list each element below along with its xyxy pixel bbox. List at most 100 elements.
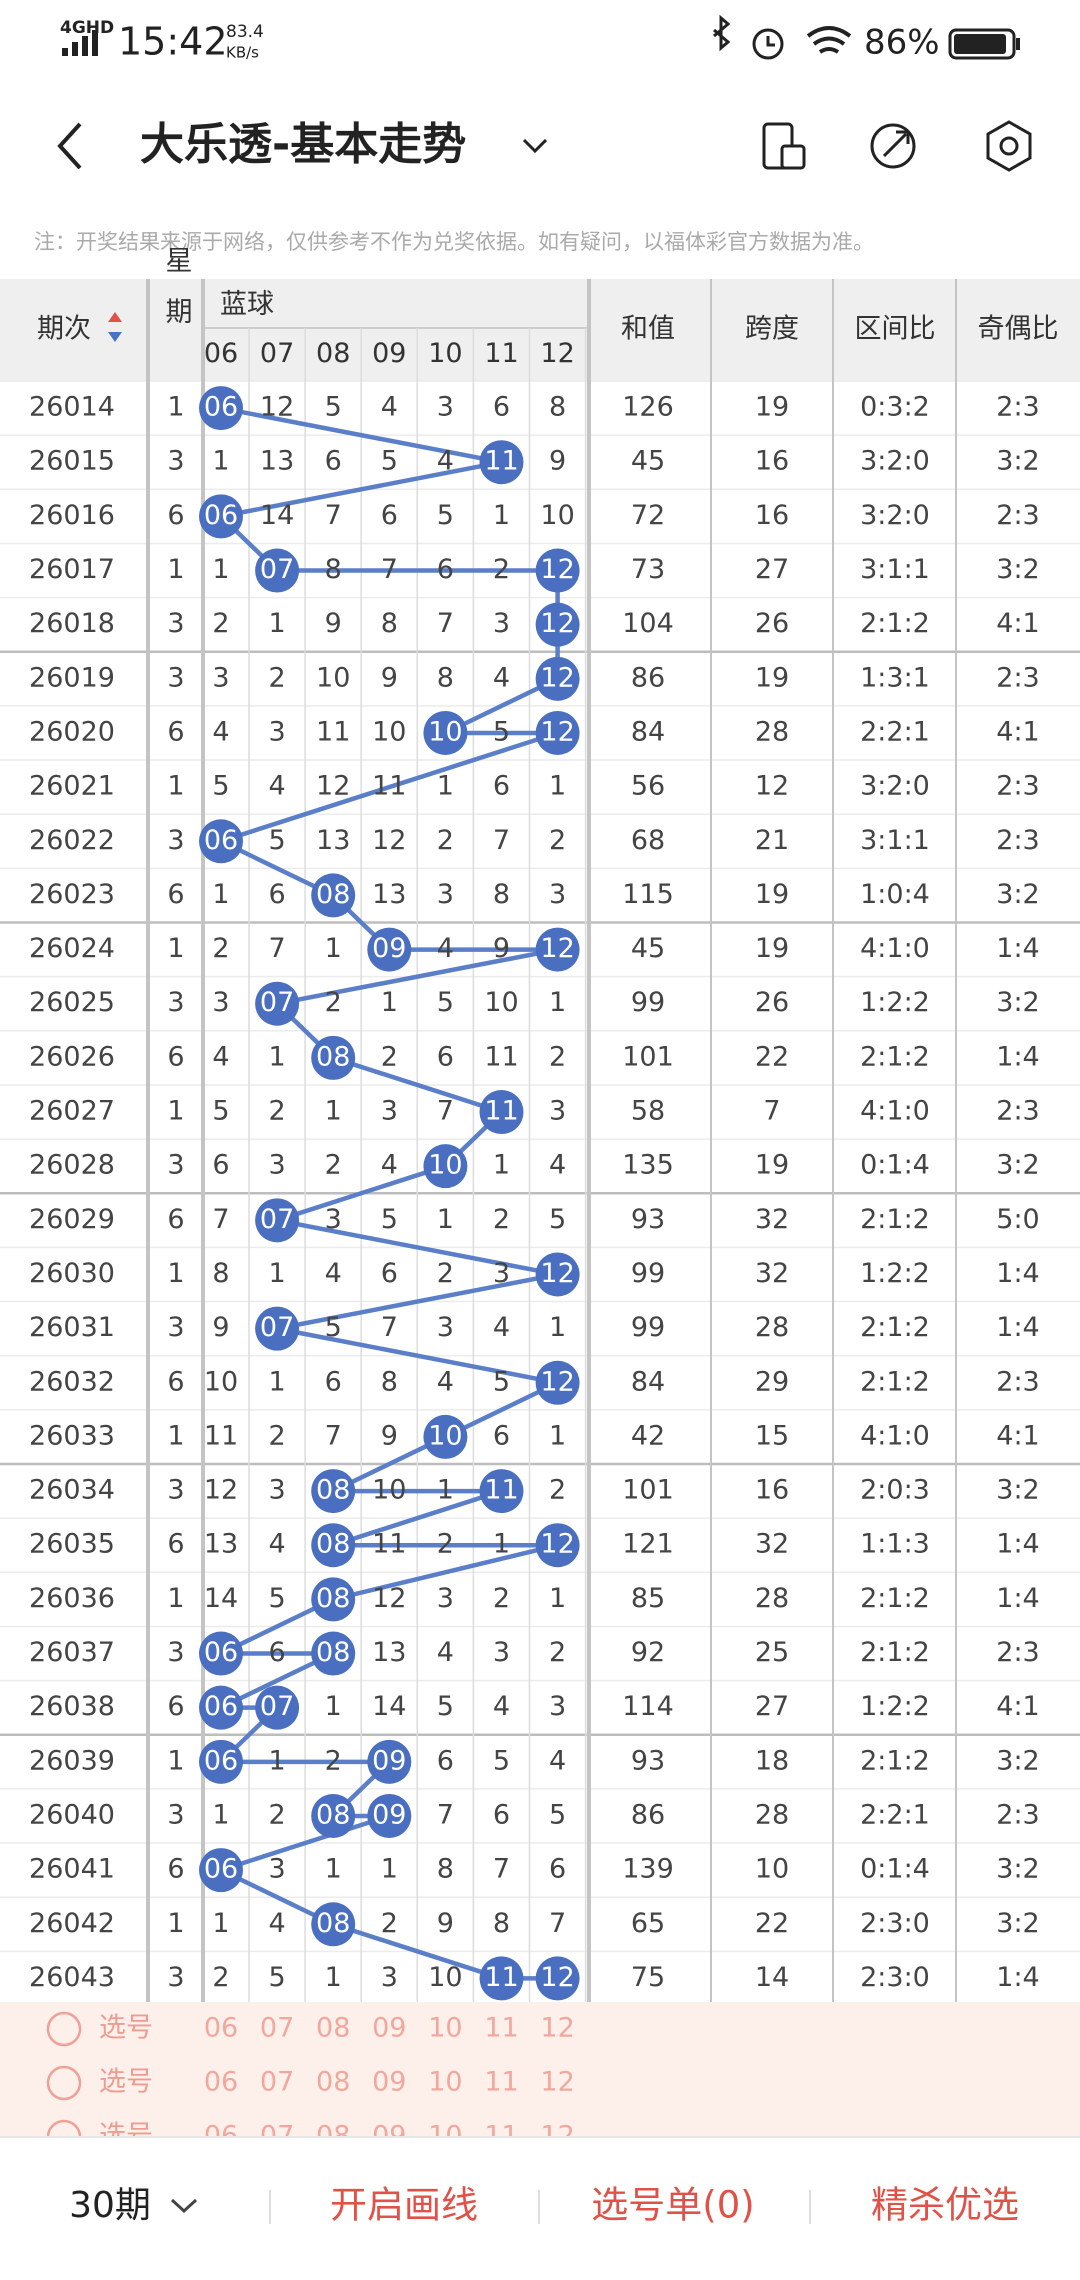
title-dropdown[interactable] — [522, 138, 548, 154]
miss-count: 6 — [325, 446, 342, 477]
sum-value: 68 — [631, 825, 665, 856]
blue-ball-number: 08 — [316, 1583, 350, 1614]
weekday: 1 — [167, 933, 184, 964]
select-number[interactable]: 12 — [540, 2067, 574, 2098]
radio-button[interactable] — [46, 2011, 82, 2047]
miss-count: 3 — [493, 608, 510, 639]
select-number[interactable]: 06 — [204, 2067, 238, 2098]
issue-number: 26018 — [29, 608, 115, 639]
miss-count: 13 — [204, 1529, 238, 1560]
select-number[interactable]: 07 — [260, 2013, 294, 2044]
miss-count: 5 — [493, 1366, 510, 1397]
blue-ball — [311, 873, 356, 918]
select-number[interactable]: 11 — [484, 2067, 518, 2098]
miss-count: 11 — [372, 771, 406, 802]
odd-even-value: 1:4 — [996, 1583, 1039, 1614]
miss-count: 12 — [204, 1475, 238, 1506]
odd-even-value: 5:0 — [996, 1204, 1039, 1235]
issue-number: 26042 — [29, 1908, 115, 1939]
period-selector[interactable]: 30期 — [69, 2185, 151, 2226]
blue-ball-number: 09 — [372, 933, 406, 964]
span-value: 19 — [755, 879, 789, 910]
odd-even-value: 3:2 — [996, 1475, 1039, 1506]
blue-ball — [479, 440, 524, 485]
blue-ball — [255, 1306, 300, 1351]
sum-value: 93 — [631, 1204, 665, 1235]
select-number[interactable]: 08 — [316, 2121, 350, 2152]
sum-value: 65 — [631, 1908, 665, 1939]
miss-count: 11 — [484, 1041, 518, 1072]
miss-count: 1 — [269, 1745, 286, 1776]
draw-lines-button[interactable]: 开启画线 — [330, 2184, 478, 2227]
span-value: 18 — [755, 1745, 789, 1776]
blue-ball-number: 10 — [428, 1150, 462, 1181]
select-number[interactable]: 09 — [372, 2013, 406, 2044]
odd-even-value: 4:1 — [996, 608, 1039, 639]
issue-number: 26014 — [29, 392, 115, 423]
select-number[interactable]: 08 — [316, 2013, 350, 2044]
miss-count: 7 — [381, 554, 398, 585]
miss-count: 1 — [437, 1204, 454, 1235]
select-number[interactable]: 06 — [204, 2121, 238, 2152]
device-button[interactable] — [762, 122, 806, 170]
miss-count: 5 — [325, 392, 342, 423]
select-number[interactable]: 09 — [372, 2121, 406, 2152]
trend-line — [220, 1813, 390, 1873]
span-value: 27 — [755, 1691, 789, 1722]
miss-count: 1 — [381, 1854, 398, 1885]
status-bar: 4GHD 15:42 83.4 KB/s 86% — [60, 14, 1020, 64]
page-title[interactable]: 大乐透-基本走势 — [140, 119, 466, 170]
select-number[interactable]: 07 — [260, 2067, 294, 2098]
optimize-button[interactable]: 精杀优选 — [871, 2184, 1019, 2227]
miss-count: 6 — [493, 1420, 510, 1451]
zone-value: 2:1:2 — [860, 1637, 930, 1668]
select-number[interactable]: 08 — [316, 2067, 350, 2098]
miss-count: 8 — [381, 1366, 398, 1397]
select-number[interactable]: 09 — [372, 2067, 406, 2098]
header-background — [0, 279, 1080, 381]
radio-button[interactable] — [46, 2119, 82, 2153]
back-button[interactable] — [57, 122, 82, 170]
odd-even-value: 4:1 — [996, 1691, 1039, 1722]
zone-value: 2:0:3 — [860, 1475, 930, 1506]
miss-count: 2 — [325, 1150, 342, 1181]
select-number[interactable]: 12 — [540, 2013, 574, 2044]
span-value: 28 — [755, 716, 789, 747]
select-number[interactable]: 07 — [260, 2121, 294, 2152]
miss-count: 2 — [212, 1962, 229, 1993]
share-button[interactable] — [870, 123, 916, 169]
sum-value: 126 — [622, 392, 674, 423]
select-number[interactable]: 10 — [428, 2013, 462, 2044]
blue-ball-number: 08 — [316, 879, 350, 910]
miss-count: 4 — [437, 446, 454, 477]
miss-count: 6 — [437, 1745, 454, 1776]
miss-count: 11 — [316, 716, 350, 747]
sum-value: 86 — [631, 662, 665, 693]
select-number[interactable]: 12 — [540, 2121, 574, 2152]
miss-count: 6 — [269, 879, 286, 910]
trend-line — [276, 1272, 559, 1331]
miss-count: 3 — [381, 1962, 398, 1993]
radio-button[interactable] — [46, 2065, 82, 2101]
issue-number: 26017 — [29, 554, 115, 585]
issue-number: 26032 — [29, 1366, 115, 1397]
selection-list-button[interactable]: 选号单(0) — [591, 2184, 754, 2227]
span-value: 16 — [755, 1475, 789, 1506]
select-number[interactable]: 10 — [428, 2067, 462, 2098]
miss-count: 2 — [493, 554, 510, 585]
blue-ball-number: 12 — [540, 608, 574, 639]
select-number[interactable]: 10 — [428, 2121, 462, 2152]
span-value: 19 — [755, 1150, 789, 1181]
issue-number: 26035 — [29, 1529, 115, 1560]
miss-count: 1 — [325, 933, 342, 964]
blue-ball — [423, 1144, 468, 1189]
miss-count: 1 — [437, 771, 454, 802]
select-number[interactable]: 06 — [204, 2013, 238, 2044]
settings-button[interactable] — [986, 120, 1032, 172]
odd-even-value: 1:4 — [996, 1962, 1039, 1993]
select-number[interactable]: 11 — [484, 2013, 518, 2044]
blue-ball-number: 06 — [204, 392, 238, 423]
weekday: 1 — [167, 1096, 184, 1127]
select-number[interactable]: 11 — [484, 2121, 518, 2152]
miss-count: 1 — [212, 1799, 229, 1830]
